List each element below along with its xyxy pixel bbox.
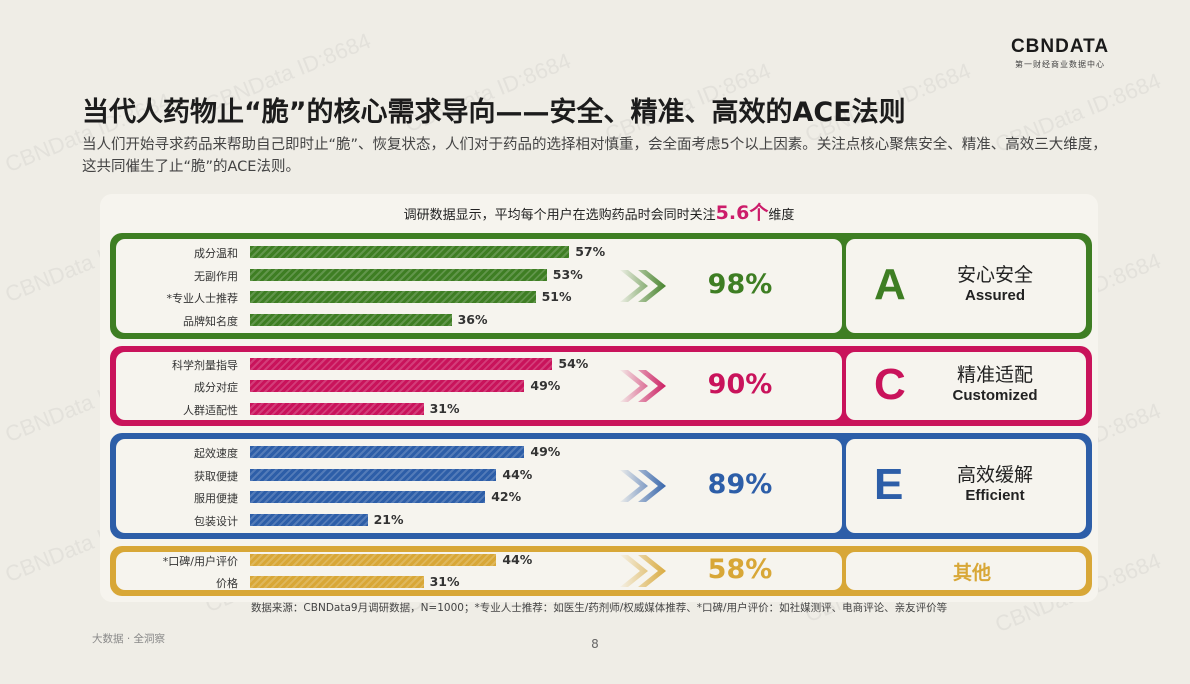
category-name-en: Customized bbox=[952, 387, 1038, 404]
bar-value-label: 31% bbox=[429, 400, 460, 416]
ace-group-A: 成分温和 57% 无副作用 53% *专业人士推荐 51% 品牌知名度 36% 98% A 安心安全… bbox=[110, 233, 1092, 339]
bar-label: 人群适配性 bbox=[183, 403, 238, 417]
bar-label: 服用便捷 bbox=[194, 492, 238, 506]
bar bbox=[250, 291, 536, 304]
bar bbox=[250, 402, 424, 415]
group-category-card bbox=[846, 352, 1086, 420]
bar-label: 成分对症 bbox=[194, 381, 238, 394]
bar-value-label: 42% bbox=[491, 489, 522, 505]
group-category-card bbox=[846, 439, 1086, 533]
bar-label: *专业人士推荐 bbox=[166, 292, 239, 306]
category-name-en: Efficient bbox=[965, 487, 1025, 504]
bar-value-label: 31% bbox=[429, 574, 460, 590]
panel-header-prefix: 调研数据显示，平均每个用户在选购药品时会同时关注 bbox=[403, 208, 716, 223]
bar bbox=[250, 576, 424, 589]
ace-group-other: *口碑/用户评价 44% 价格 31% 58% 其他 bbox=[110, 546, 1092, 596]
bar-label: 成分温和 bbox=[194, 247, 238, 261]
bar-value-label: 44% bbox=[502, 551, 533, 567]
bar-value-label: 36% bbox=[457, 311, 488, 327]
category-name-cn: 高效缓解 bbox=[956, 464, 1033, 486]
bar bbox=[250, 268, 547, 281]
ace-group-E: 起效速度 49% 获取便捷 44% 服用便捷 42% 包装设计 21% 89% E 高效缓解 Effi… bbox=[110, 433, 1092, 539]
bar bbox=[250, 357, 553, 370]
bar-label: 获取便捷 bbox=[194, 469, 238, 483]
logo-wordmark: CBNDATA bbox=[1010, 36, 1110, 57]
bar-value-label: 54% bbox=[558, 355, 589, 371]
bar-value-label: 21% bbox=[373, 511, 404, 527]
ace-group-C: 科学剂量指导 54% 成分对症 49% 人群适配性 31% 90% C 精准适配 Customiz… bbox=[110, 346, 1092, 426]
bar-value-label: 57% bbox=[575, 244, 606, 260]
group-category-card bbox=[846, 239, 1086, 333]
ace-letter: A bbox=[874, 260, 906, 309]
bar-label: 科学剂量指导 bbox=[172, 358, 238, 372]
panel-header-highlight: 5.6个 bbox=[715, 202, 769, 224]
bar-value-label: 51% bbox=[541, 289, 572, 305]
chevron-right-icon bbox=[620, 270, 666, 302]
bar bbox=[250, 491, 486, 504]
chevron-right-icon bbox=[620, 470, 666, 502]
bar bbox=[250, 246, 570, 259]
group-total-percent: 58% bbox=[707, 554, 773, 585]
category-name-cn: 其他 bbox=[952, 562, 991, 584]
group-total-percent: 89% bbox=[707, 469, 773, 500]
ace-letter: C bbox=[874, 360, 906, 409]
bar bbox=[250, 513, 368, 526]
bar-label: 无副作用 bbox=[194, 269, 238, 283]
group-total-percent: 98% bbox=[707, 269, 773, 300]
bar bbox=[250, 380, 525, 392]
category-name-en: Assured bbox=[964, 287, 1026, 304]
chevron-right-icon bbox=[620, 555, 666, 587]
page-subtitle: 当人们开始寻求药品来帮助自己即时止“脆”、恢复状态，人们对于药品的选择相对慎重，… bbox=[82, 137, 1107, 175]
category-name-cn: 精准适配 bbox=[956, 364, 1033, 386]
cbndata-logo: CBNDATA 第一财经商业数据中心 bbox=[1000, 36, 1120, 70]
category-name-cn: 安心安全 bbox=[956, 264, 1033, 286]
panel-header: 调研数据显示，平均每个用户在选购药品时会同时关注5.6个维度 bbox=[100, 198, 1098, 225]
chevron-right-icon bbox=[620, 370, 666, 402]
logo-tagline: 第一财经商业数据中心 bbox=[1015, 60, 1105, 69]
ace-letter: E bbox=[874, 460, 904, 509]
bar bbox=[250, 468, 497, 481]
bar-value-label: 44% bbox=[502, 466, 533, 482]
page-number: 8 bbox=[591, 637, 599, 651]
bar-label: 品牌知名度 bbox=[183, 314, 238, 328]
bar bbox=[250, 553, 497, 566]
bar-value-label: 53% bbox=[552, 266, 583, 282]
page-title: 当代人药物止“脆”的核心需求导向——安全、精准、高效的ACE法则 bbox=[82, 97, 906, 128]
bar-label: 包装设计 bbox=[194, 514, 238, 528]
bar-label: 起效速度 bbox=[194, 447, 238, 461]
data-source-footnote: 数据来源：CBNData9月调研数据，N=1000；*专业人士推荐：如医生/药剂… bbox=[250, 602, 948, 614]
bar bbox=[250, 313, 452, 326]
bar-label: *口碑/用户评价 bbox=[162, 554, 238, 568]
bar-label: 价格 bbox=[216, 577, 238, 591]
bar-value-label: 49% bbox=[530, 378, 561, 393]
panel-header-suffix: 维度 bbox=[768, 208, 795, 223]
bar-value-label: 49% bbox=[530, 444, 561, 460]
bar bbox=[250, 446, 525, 459]
group-category-card bbox=[846, 552, 1086, 590]
group-total-percent: 90% bbox=[707, 369, 773, 400]
footer-slogan: 大数据 · 全洞察 bbox=[92, 633, 166, 645]
